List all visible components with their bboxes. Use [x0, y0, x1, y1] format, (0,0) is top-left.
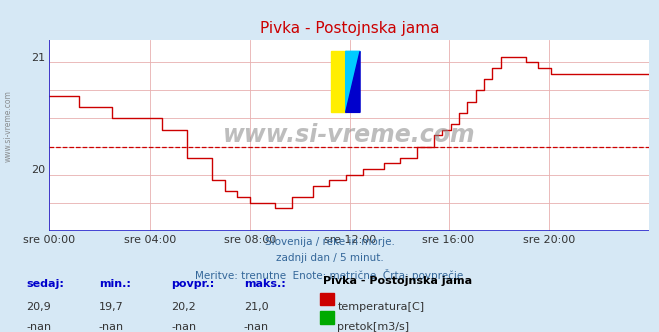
Text: -nan: -nan	[244, 322, 269, 332]
Text: povpr.:: povpr.:	[171, 279, 215, 289]
Text: Pivka - Postojnska jama: Pivka - Postojnska jama	[323, 276, 472, 286]
Text: -nan: -nan	[171, 322, 196, 332]
Bar	[331, 51, 346, 112]
Text: maks.:: maks.:	[244, 279, 285, 289]
Polygon shape	[346, 51, 360, 112]
Text: Slovenija / reke in morje.: Slovenija / reke in morje.	[264, 237, 395, 247]
Text: www.si-vreme.com: www.si-vreme.com	[223, 123, 476, 147]
Text: Meritve: trenutne  Enote: metrične  Črta: povprečje: Meritve: trenutne Enote: metrične Črta: …	[195, 269, 464, 281]
Text: 20,9: 20,9	[26, 302, 51, 312]
Text: 21,0: 21,0	[244, 302, 268, 312]
Text: 20,2: 20,2	[171, 302, 196, 312]
Title: Pivka - Postojnska jama: Pivka - Postojnska jama	[260, 21, 439, 36]
Text: temperatura[C]: temperatura[C]	[337, 302, 424, 312]
Text: zadnji dan / 5 minut.: zadnji dan / 5 minut.	[275, 253, 384, 263]
Text: -nan: -nan	[26, 322, 51, 332]
Text: min.:: min.:	[99, 279, 130, 289]
Text: -nan: -nan	[99, 322, 124, 332]
Text: pretok[m3/s]: pretok[m3/s]	[337, 322, 409, 332]
Text: 19,7: 19,7	[99, 302, 124, 312]
Polygon shape	[346, 51, 360, 112]
Text: www.si-vreme.com: www.si-vreme.com	[4, 90, 13, 162]
Text: sedaj:: sedaj:	[26, 279, 64, 289]
